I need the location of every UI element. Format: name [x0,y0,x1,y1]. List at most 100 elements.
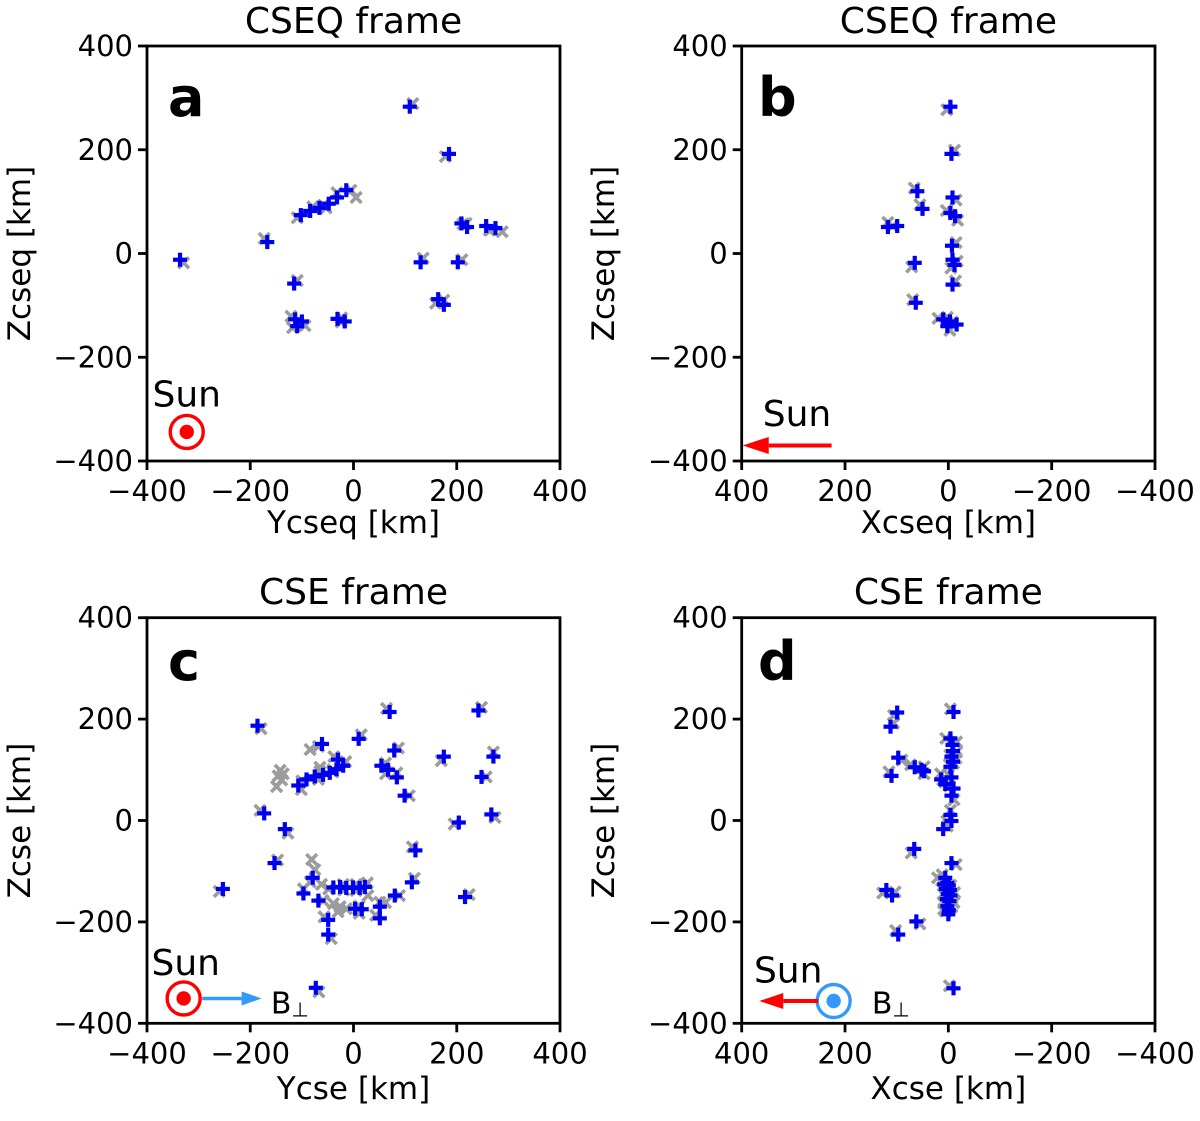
sun-label: Sun [153,375,221,416]
panel-c: −400 −200 0 200 400 400 200 0 −200 −400 CSE frame Y… [2,572,588,1107]
x-tick-label: −400 [1115,1036,1195,1070]
blue-plus-markers [215,703,501,995]
y-tick-label: 400 [78,29,133,63]
sun-out-of-page-icon [168,413,205,451]
x-tick-label: 400 [714,474,769,508]
panel-title: CSEQ frame [840,1,1057,42]
y-tick-label: −200 [648,340,728,374]
y-tick-label: −400 [53,1006,133,1040]
x-tick-label: −200 [1012,474,1092,508]
gray-x-marker [930,871,945,885]
x-tick-label: 400 [532,1036,587,1070]
panel-letter: b [758,66,797,129]
axis-ticks: −400 −200 0 200 400 400 200 0 −200 −400 [53,29,587,508]
gray-x-marker [331,905,345,919]
b-perp-label: B⊥ [872,987,910,1022]
b-perp-label: B⊥ [271,987,309,1022]
gray-x-marker [314,877,329,892]
y-tick-label: 200 [672,133,727,167]
y-axis-label: Zcseq [km] [586,166,622,341]
panel-title: CSE frame [854,572,1043,613]
x-tick-label: 0 [344,1036,362,1070]
x-tick-label: 0 [344,474,362,508]
sun-out-of-page-icon [179,424,194,440]
x-tick-label: −400 [1115,474,1195,508]
annotations: Sun B⊥ [754,951,910,1022]
y-axis-label: Zcse [km] [586,743,622,899]
y-tick-label: −200 [53,905,133,939]
annotations: Sun [153,375,221,451]
x-axis-label: Xcse [km] [870,1071,1026,1107]
sun-direction-arrowhead [759,992,784,1009]
y-tick-label: 200 [78,133,133,167]
annotations: Sun [742,394,832,454]
sun-out-of-page-icon [165,980,202,1017]
sun-label: Sun [754,951,822,992]
gray-x-marker [349,190,363,205]
y-tick-label: −400 [648,444,728,478]
x-axis-label: Ycse [km] [276,1071,430,1107]
x-tick-label: 0 [939,474,957,508]
panel-letter: d [758,630,797,693]
gray-x-marker [326,896,341,911]
blue-plus-markers [879,705,961,996]
x-tick-label: 200 [429,474,484,508]
gray-x-marker [305,852,319,867]
x-tick-label: 200 [817,474,872,508]
y-tick-label: 400 [672,601,727,635]
x-axis-label: Ycseq [km] [266,505,440,541]
sun-direction-arrowhead [742,436,769,454]
y-tick-label: 0 [709,237,727,271]
annotations: Sun B⊥ [151,943,308,1022]
y-tick-label: −400 [648,1006,728,1040]
panel-letter: a [168,66,204,129]
panel-title: CSEQ frame [245,1,462,42]
y-tick-label: 200 [672,702,727,736]
y-tick-label: 0 [115,237,133,271]
x-tick-label: 200 [429,1036,484,1070]
y-tick-label: 400 [78,601,133,635]
b-perp-arrowhead [241,991,262,1006]
gray-x-marker [276,767,290,781]
gray-x-marker [495,225,509,239]
sun-label: Sun [763,394,831,435]
gray-x-markers [212,700,502,999]
y-axis-label: Zcseq [km] [2,166,38,341]
x-tick-label: 0 [939,1036,957,1070]
blue-plus-markers [880,99,964,334]
panel-letter: c [168,630,200,693]
x-tick-label: 400 [714,1036,769,1070]
sun-label: Sun [151,943,219,984]
x-tick-label: −400 [107,1036,187,1070]
x-tick-label: −200 [1012,1036,1092,1070]
x-tick-label: −400 [107,474,187,508]
y-tick-label: 0 [709,804,727,838]
y-tick-label: −400 [53,444,133,478]
y-tick-label: 0 [115,804,133,838]
gray-x-marker [361,888,375,903]
b-perp-out-of-page-icon [826,993,841,1009]
gray-x-markers [176,96,509,335]
gray-x-marker [339,902,353,916]
x-tick-label: −200 [210,1036,290,1070]
y-tick-label: −200 [53,340,133,374]
panel-a: −400 −200 0 200 400 400 200 0 −200 −400 CSEQ frame… [2,1,588,541]
gray-x-marker [303,742,317,757]
x-tick-label: −200 [210,474,290,508]
x-axis-label: Xcseq [km] [861,505,1036,541]
y-tick-label: 400 [672,29,727,63]
gray-x-marker [269,779,284,794]
blue-plus-markers [173,99,503,334]
x-tick-label: 400 [532,474,587,508]
sun-out-of-page-icon [176,991,191,1006]
axis-ticks: −400 −200 0 200 400 400 200 0 −200 −400 [53,601,587,1071]
panel-title: CSE frame [259,572,448,613]
x-tick-label: 200 [817,1036,872,1070]
y-tick-label: 200 [78,702,133,736]
